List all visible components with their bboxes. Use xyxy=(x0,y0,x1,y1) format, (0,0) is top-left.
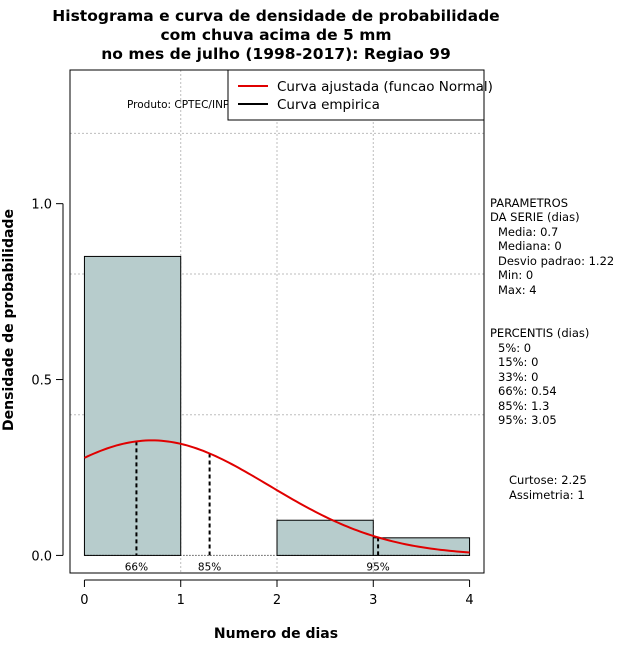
y-axis-title: Densidade de probabilidade xyxy=(1,209,17,431)
percentis-title: PERCENTIS (dias) xyxy=(490,326,589,340)
percentile-marker-label-1: 85% xyxy=(198,561,221,573)
param-min: Min: 0 xyxy=(498,268,533,282)
x-tick-label-3: 3 xyxy=(369,593,377,608)
chart-title-line-2: com chuva acima de 5 mm xyxy=(160,26,391,44)
param-media: Media: 0.7 xyxy=(498,225,558,239)
param-desvio: Desvio padrao: 1.22 xyxy=(498,254,614,268)
histogram-bar-2 xyxy=(276,519,374,556)
y-tick-label-0: 0.0 xyxy=(31,549,52,564)
y-tick-label-1: 0.5 xyxy=(31,374,52,389)
density-curves xyxy=(84,439,470,554)
legend-label-empirical: Curva empirica xyxy=(277,97,380,113)
y-tick-label-2: 1.0 xyxy=(31,198,52,213)
legend-box xyxy=(227,69,485,121)
x-axis-title: Numero de dias xyxy=(214,626,338,642)
chart-title-line-1: Histograma e curva de densidade de proba… xyxy=(52,7,499,25)
percentil-95: 95%: 3.05 xyxy=(498,413,557,427)
percentil-66: 66%: 0.54 xyxy=(498,384,557,398)
percentile-markers: 66% 85% 95% xyxy=(125,441,390,573)
chart-title-line-3: no mes de julho (1998-2017): Regiao 99 xyxy=(101,45,451,63)
percentil-85: 85%: 1.3 xyxy=(498,399,549,413)
param-mediana: Mediana: 0 xyxy=(498,239,562,253)
assimetria-value: Assimetria: 1 xyxy=(509,488,585,502)
parametros-title-1: PARAMETROS xyxy=(490,196,568,210)
percentil-15: 15%: 0 xyxy=(498,355,538,369)
percentil-33: 33%: 0 xyxy=(498,370,538,384)
percentile-marker-label-2: 95% xyxy=(366,561,389,573)
legend-label-fitted: Curva ajustada (funcao Normal) xyxy=(277,79,493,95)
param-max: Max: 4 xyxy=(498,283,537,297)
x-tick-label-0: 0 xyxy=(80,593,88,608)
x-tick-label-2: 2 xyxy=(273,593,281,608)
parametros-title-2: DA SERIE (dias) xyxy=(490,210,580,224)
histogram-bar-0 xyxy=(83,255,182,556)
legend: Curva ajustada (funcao Normal) Curva emp… xyxy=(227,69,493,121)
x-tick-label-4: 4 xyxy=(465,593,473,608)
product-label: Produto: CPTEC/INPE xyxy=(127,99,236,111)
statistics-panel: PARAMETROS DA SERIE (dias) Media: 0.7 Me… xyxy=(490,196,614,502)
axes: 0 1 2 3 4 0.0 0.5 1.0 xyxy=(31,198,473,608)
fitted-normal-curve xyxy=(84,439,470,554)
percentile-marker-label-0: 66% xyxy=(125,561,148,573)
percentil-5: 5%: 0 xyxy=(498,341,531,355)
curtose-value: Curtose: 2.25 xyxy=(509,473,587,487)
x-tick-label-1: 1 xyxy=(177,593,185,608)
